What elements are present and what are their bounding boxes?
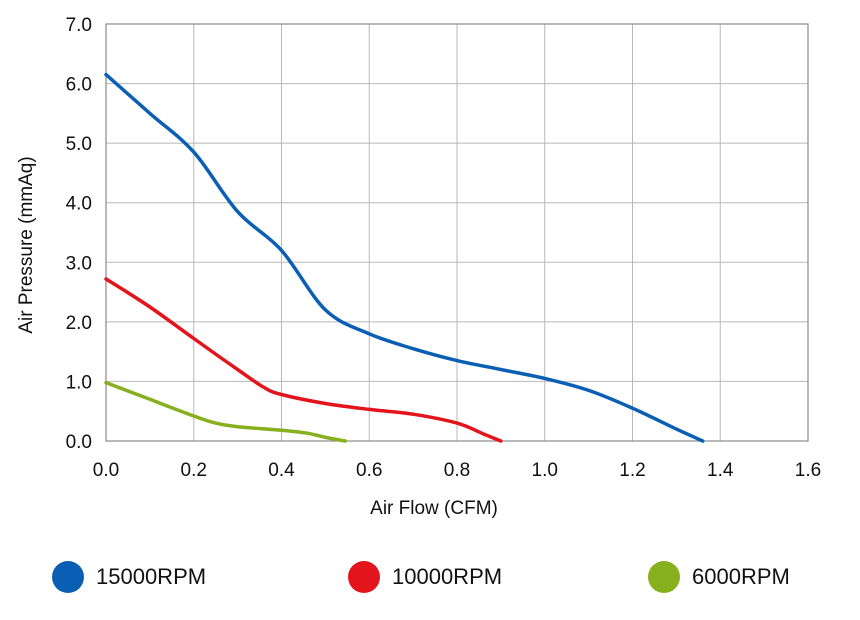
- legend: 15000RPM 10000RPM 6000RPM: [0, 555, 860, 599]
- legend-item-6000rpm: 6000RPM: [648, 555, 790, 599]
- x-tick-label: 0.2: [181, 460, 207, 481]
- legend-swatch-15000rpm: [52, 561, 84, 593]
- legend-swatch-10000rpm: [348, 561, 380, 593]
- y-tick-label: 3.0: [66, 253, 92, 274]
- y-tick-label: 7.0: [66, 15, 92, 36]
- x-tick-label: 1.2: [619, 460, 645, 481]
- y-tick-label: 0.0: [66, 432, 92, 453]
- x-axis-title: Air Flow (CFM): [370, 498, 498, 519]
- legend-label-6000rpm: 6000RPM: [692, 564, 790, 589]
- legend-item-15000rpm: 15000RPM: [52, 555, 206, 599]
- y-tick-label: 6.0: [66, 75, 92, 96]
- x-tick-label: 1.6: [795, 460, 821, 481]
- y-tick-label: 2.0: [66, 313, 92, 334]
- y-tick-label: 1.0: [66, 372, 92, 393]
- y-tick-labels: 0.0 1.0 2.0 3.0 4.0 5.0 6.0 7.0: [66, 15, 92, 453]
- legend-label-10000rpm: 10000RPM: [392, 564, 503, 589]
- series-curves: [104, 72, 705, 443]
- legend-swatch-6000rpm: [648, 561, 680, 593]
- x-tick-label: 1.4: [707, 460, 734, 481]
- legend-label-15000rpm: 15000RPM: [96, 564, 207, 589]
- series-line-10000rpm: [104, 277, 503, 443]
- legend-item-10000rpm: 10000RPM: [348, 555, 502, 599]
- x-tick-label: 0.6: [356, 460, 382, 481]
- x-tick-label: 0.0: [93, 460, 119, 481]
- y-axis-title: Air Pressure (mmAq): [16, 156, 37, 333]
- series-line-15000rpm: [104, 72, 705, 443]
- x-tick-label: 0.8: [444, 460, 470, 481]
- y-tick-label: 4.0: [66, 194, 92, 215]
- x-tick-label: 1.0: [532, 460, 558, 481]
- pressure-flow-chart: 0.0 1.0 2.0 3.0 4.0 5.0 6.0 7.0 0.0 0.2 0.4 0.6 0.8…: [16, 15, 821, 519]
- y-tick-label: 5.0: [66, 134, 92, 155]
- grid: [105, 23, 809, 442]
- plot-frame: [105, 23, 809, 442]
- x-tick-labels: 0.0 0.2 0.4 0.6 0.8 1.0 1.2 1.4 1.6: [93, 460, 821, 481]
- series-line-6000rpm: [104, 380, 347, 443]
- x-tick-label: 0.4: [268, 460, 295, 481]
